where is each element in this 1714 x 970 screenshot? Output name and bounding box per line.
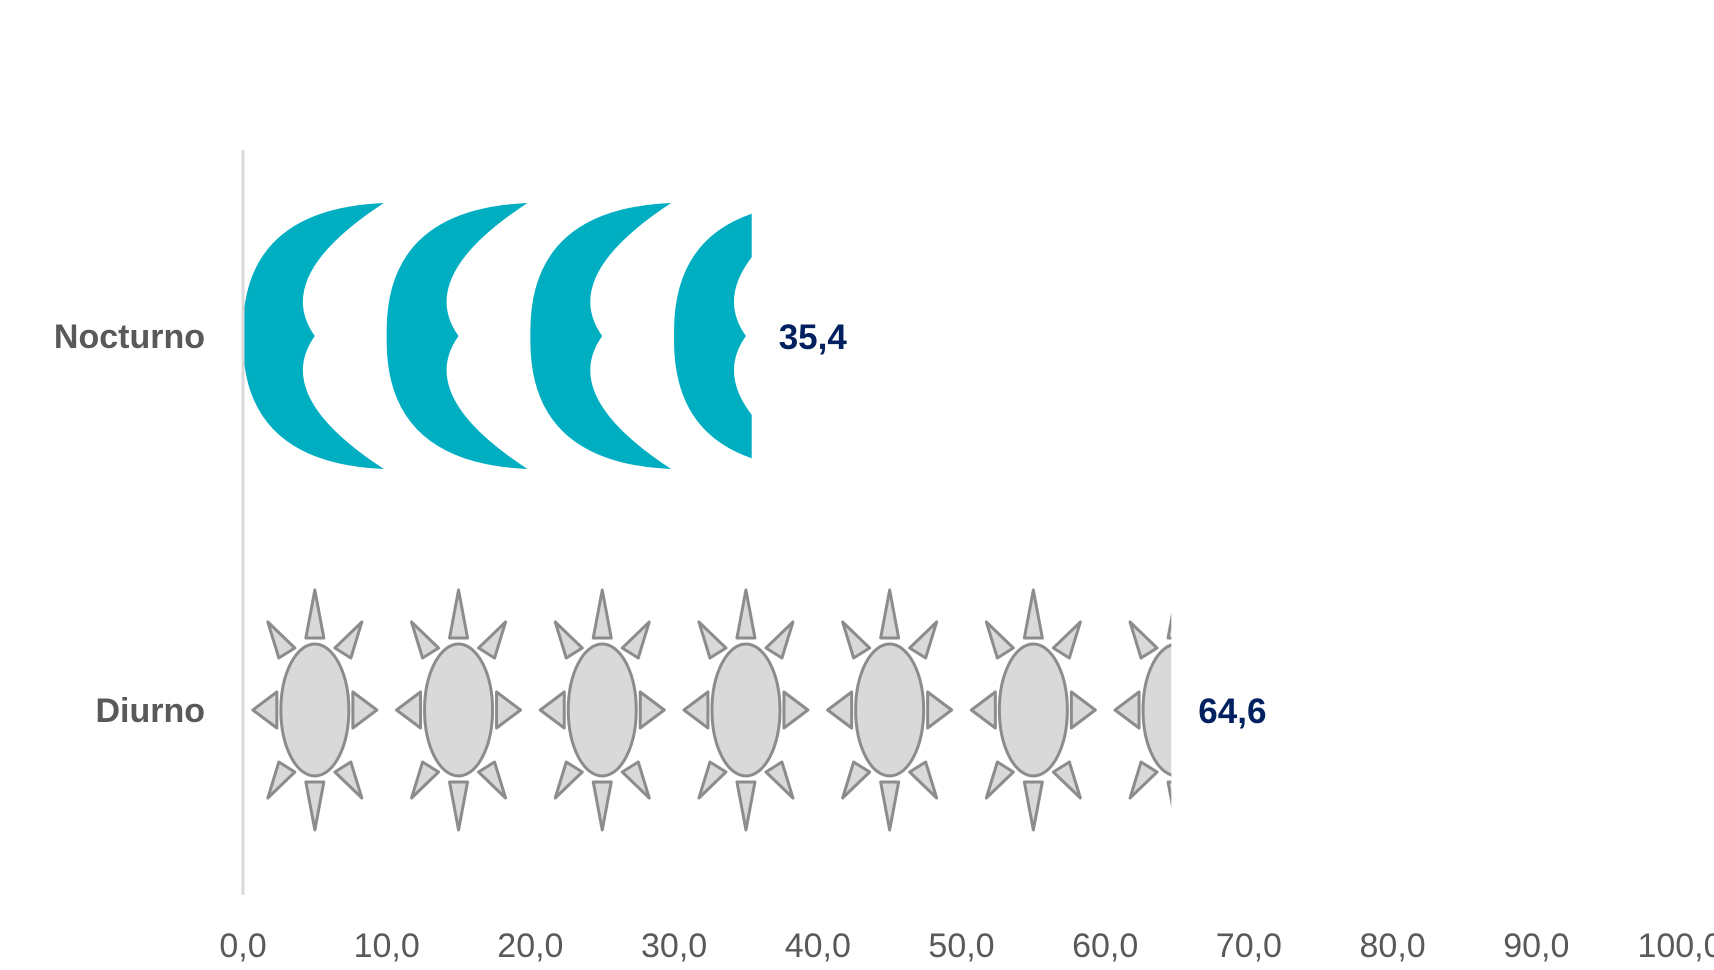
sun-icon [538,588,666,832]
sun-icon [1113,612,1172,808]
category-label: Nocturno [54,318,205,356]
sun-icon [251,588,379,832]
moon-icon [386,203,528,469]
sun-icon [826,588,954,832]
x-tick-label: 50,0 [928,927,994,965]
moon-icon [530,203,672,469]
x-tick-label: 20,0 [497,927,563,965]
x-tick-label: 30,0 [641,927,707,965]
bar-diurno [251,588,1172,832]
sun-icon [969,588,1097,832]
x-tick-label: 90,0 [1503,927,1569,965]
x-axis-tick-labels: 0,0 10,0 20,0 30,0 40,0 50,0 60,0 70,0 80,0 90,0 1… [219,927,1714,965]
sun-icon [682,588,810,832]
category-labels: Nocturno Diurno [54,318,205,730]
x-tick-label: 60,0 [1072,927,1138,965]
data-labels: 35,4 64,6 [779,318,1267,731]
bars-group [243,203,1172,832]
x-tick-label: 70,0 [1216,927,1282,965]
category-label: Diurno [95,692,205,730]
bar-nocturno [243,203,752,469]
x-tick-label: 0,0 [219,927,266,965]
sun-icon [395,588,523,832]
data-label: 64,6 [1198,692,1266,731]
x-tick-label: 80,0 [1360,927,1426,965]
x-tick-label: 100,0 [1637,927,1714,965]
data-label: 35,4 [779,318,848,357]
x-tick-label: 10,0 [354,927,420,965]
moon-icon [243,203,384,469]
x-tick-label: 40,0 [785,927,851,965]
moon-icon [674,213,752,459]
